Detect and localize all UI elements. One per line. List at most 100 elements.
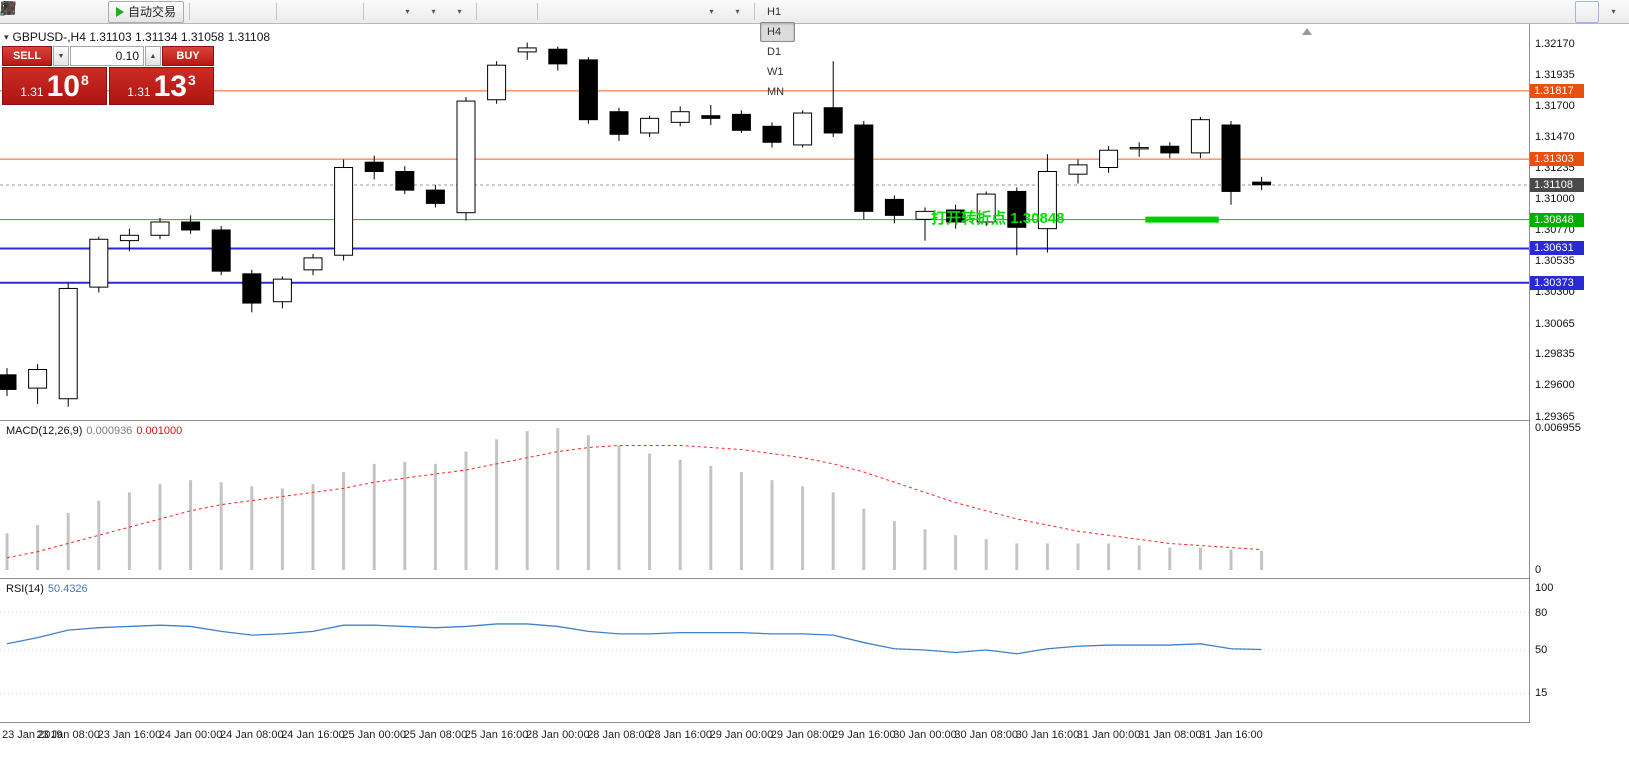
candle-10 <box>303 253 323 276</box>
macd-value-signal: 0.001000 <box>136 425 183 437</box>
candle-33 <box>1007 187 1027 256</box>
price-badge-1.31108: 1.31108 <box>1530 178 1584 193</box>
time-label: 29 Jan 08:00 <box>770 729 835 741</box>
cursor-button[interactable] <box>4 1 506 23</box>
candle-39 <box>1190 117 1210 159</box>
time-label: 28 Jan 00:00 <box>525 729 590 741</box>
periods-button[interactable]: ▾ <box>1 1 445 23</box>
toolbar-separator <box>363 3 365 20</box>
volume-input[interactable] <box>70 46 144 66</box>
timeframe-h1-button[interactable]: H1 <box>767 5 782 18</box>
chart-menu-icon[interactable]: ▾ <box>4 31 9 42</box>
chart-shift-marker[interactable] <box>1302 28 1312 35</box>
sell-price-button[interactable]: 1.31 10 8 <box>2 67 107 105</box>
templates-button[interactable]: ▾ <box>2 1 471 23</box>
trendline-button[interactable] <box>0 1 619 23</box>
panel-divider[interactable] <box>0 578 1629 579</box>
profiles-button[interactable] <box>1 1 80 23</box>
candle-20 <box>609 107 629 141</box>
autotrading-label: 自动交易 <box>128 5 177 19</box>
price-badge-1.30848: 1.30848 <box>1530 212 1584 227</box>
candle-30 <box>915 207 935 241</box>
candle-24 <box>731 110 751 133</box>
toolbar-right-group: ▾ <box>1 0 1626 23</box>
candle-19 <box>578 57 598 124</box>
macd-scale-tick: 0.006955 <box>1535 422 1581 434</box>
buy-price-button[interactable]: 1.31 13 3 <box>109 67 214 105</box>
line-chart-button[interactable] <box>1 1 271 23</box>
timeframe-d1-button[interactable]: D1 <box>767 45 782 58</box>
one-click-trade-panel: SELL ▼ ▲ BUY 1.31 10 8 1.31 13 3 <box>2 46 214 105</box>
macd-panel[interactable]: MACD(12,26,9) 0.000936 0.001000 <box>0 421 1529 578</box>
globe-button[interactable] <box>1 1 106 23</box>
play-icon <box>116 6 124 17</box>
horizontal-line-button[interactable] <box>1 1 593 23</box>
price-tick: 1.30065 <box>1535 317 1575 330</box>
fibonacci-button[interactable] <box>1 1 671 23</box>
candle-12 <box>364 155 384 180</box>
candle-27 <box>823 61 843 137</box>
macd-value-main: 0.000936 <box>86 425 133 437</box>
time-axis[interactable]: 23 Jan 2019 23 Jan 08:00 23 Jan 16:00 24 Ja… <box>0 723 1529 753</box>
time-label: 29 Jan 00:00 <box>709 729 774 741</box>
tile-windows-button[interactable] <box>1 1 393 23</box>
candle-4 <box>119 228 139 252</box>
candle-21 <box>640 115 660 137</box>
panel-divider[interactable] <box>0 420 1629 421</box>
timeframe-h4-button[interactable]: H4 <box>760 21 796 42</box>
shapes-button[interactable]: ▾ <box>2 1 749 23</box>
sell-button[interactable]: SELL <box>2 46 52 66</box>
symbol-ohlc-line: ▾ GBPUSD-,H4 1.31103 1.31134 1.31058 1.3… <box>4 30 270 44</box>
grid-button[interactable] <box>2 1 358 23</box>
time-label: 28 Jan 08:00 <box>587 729 651 741</box>
candlestick-chart-button[interactable] <box>2 1 245 23</box>
channel-button[interactable] <box>0 1 645 23</box>
rsi-panel[interactable]: RSI(14) 50.4326 <box>0 579 1529 722</box>
pivot-annotation-text[interactable]: 打开转折点 1.30848 <box>931 209 1065 227</box>
candle-5 <box>150 218 170 240</box>
toolbar-separator <box>537 3 539 20</box>
time-label: 25 Jan 08:00 <box>403 729 468 741</box>
candle-29 <box>884 195 904 224</box>
price-badge-1.30373: 1.30373 <box>1530 275 1584 290</box>
buy-button[interactable]: BUY <box>162 46 214 66</box>
indicators-button[interactable]: ▾ <box>1 1 419 23</box>
candle-7 <box>211 225 231 276</box>
crosshair-button[interactable] <box>1 1 532 23</box>
price-tick: 1.29835 <box>1535 348 1575 361</box>
text-button[interactable] <box>2 1 697 23</box>
candle-1 <box>28 364 48 405</box>
price-badge-1.30631: 1.30631 <box>1530 241 1584 256</box>
main-chart[interactable]: ▾ GBPUSD-,H4 1.31103 1.31134 1.31058 1.3… <box>0 24 1529 420</box>
volume-decrease-button[interactable]: ▼ <box>53 46 69 66</box>
chart-window-button[interactable] <box>1 1 54 23</box>
chevron-down-icon: ▾ <box>457 7 462 16</box>
volume-increase-button[interactable]: ▲ <box>145 46 161 66</box>
price-scale[interactable]: 1.32170 1.31935 1.31700 1.31470 1.31235 1.310… <box>1529 24 1629 723</box>
time-label: 31 Jan 16:00 <box>1199 729 1263 741</box>
candle-25 <box>762 122 782 148</box>
search-button[interactable] <box>1 0 1599 23</box>
candle-3 <box>89 236 109 293</box>
green-pivot-segment[interactable] <box>1145 216 1219 223</box>
candle-23 <box>701 105 721 125</box>
candle-22 <box>670 106 690 127</box>
time-label: 24 Jan 08:00 <box>219 729 284 741</box>
toolbar-overflow-button[interactable]: ▾ <box>1601 1 1625 23</box>
candle-38 <box>1160 142 1180 159</box>
time-label: 25 Jan 16:00 <box>464 729 529 741</box>
arrows-button[interactable]: ▾ <box>2 1 723 23</box>
timeframe-mn-button[interactable]: MN <box>767 85 785 98</box>
zoom-out-button[interactable] <box>1 1 332 23</box>
time-label: 28 Jan 16:00 <box>648 729 712 741</box>
timeframe-w1-button[interactable]: W1 <box>767 65 784 78</box>
autotrading-button[interactable]: 自动交易 <box>108 0 185 23</box>
sell-price-big: 10 <box>46 70 80 103</box>
vertical-line-button[interactable] <box>7 1 567 23</box>
candle-17 <box>517 42 537 60</box>
bar-chart-button[interactable] <box>2 1 219 23</box>
zoom-in-button[interactable] <box>1 1 306 23</box>
rsi-scale-tick: 80 <box>1535 606 1548 619</box>
sell-price-pip: 8 <box>80 72 89 88</box>
